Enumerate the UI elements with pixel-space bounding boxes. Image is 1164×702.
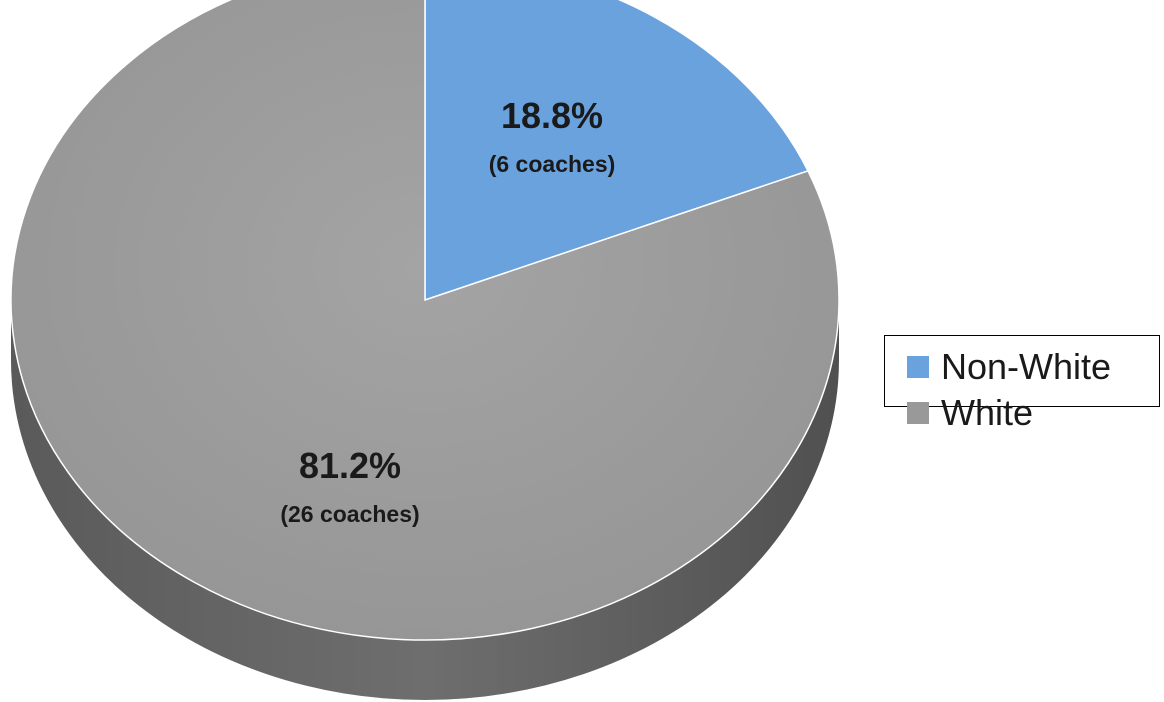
data-label-count-white: (26 coaches) — [280, 501, 419, 527]
pie-slice-white — [10, 0, 840, 641]
legend-item-non-white: Non-White — [907, 344, 1159, 390]
pie-side — [11, 300, 839, 700]
legend-item-white: White — [907, 390, 1159, 436]
pie-slice-non-white — [424, 0, 810, 302]
legend-swatch-non-white — [907, 356, 929, 378]
data-label-pct-white: 81.2% — [299, 445, 401, 486]
pie-labels: 18.8% (6 coaches) 81.2% (26 coaches) — [280, 95, 615, 527]
legend-label-white: White — [941, 392, 1034, 433]
legend-swatch-white — [907, 402, 929, 424]
legend: Non-White White — [884, 335, 1160, 433]
pie-side-band — [11, 300, 839, 700]
pie-slices — [10, 0, 840, 641]
legend-label-non-white: Non-White — [941, 346, 1112, 387]
data-label-count-non-white: (6 coaches) — [489, 151, 616, 177]
data-label-pct-non-white: 18.8% — [501, 95, 603, 136]
